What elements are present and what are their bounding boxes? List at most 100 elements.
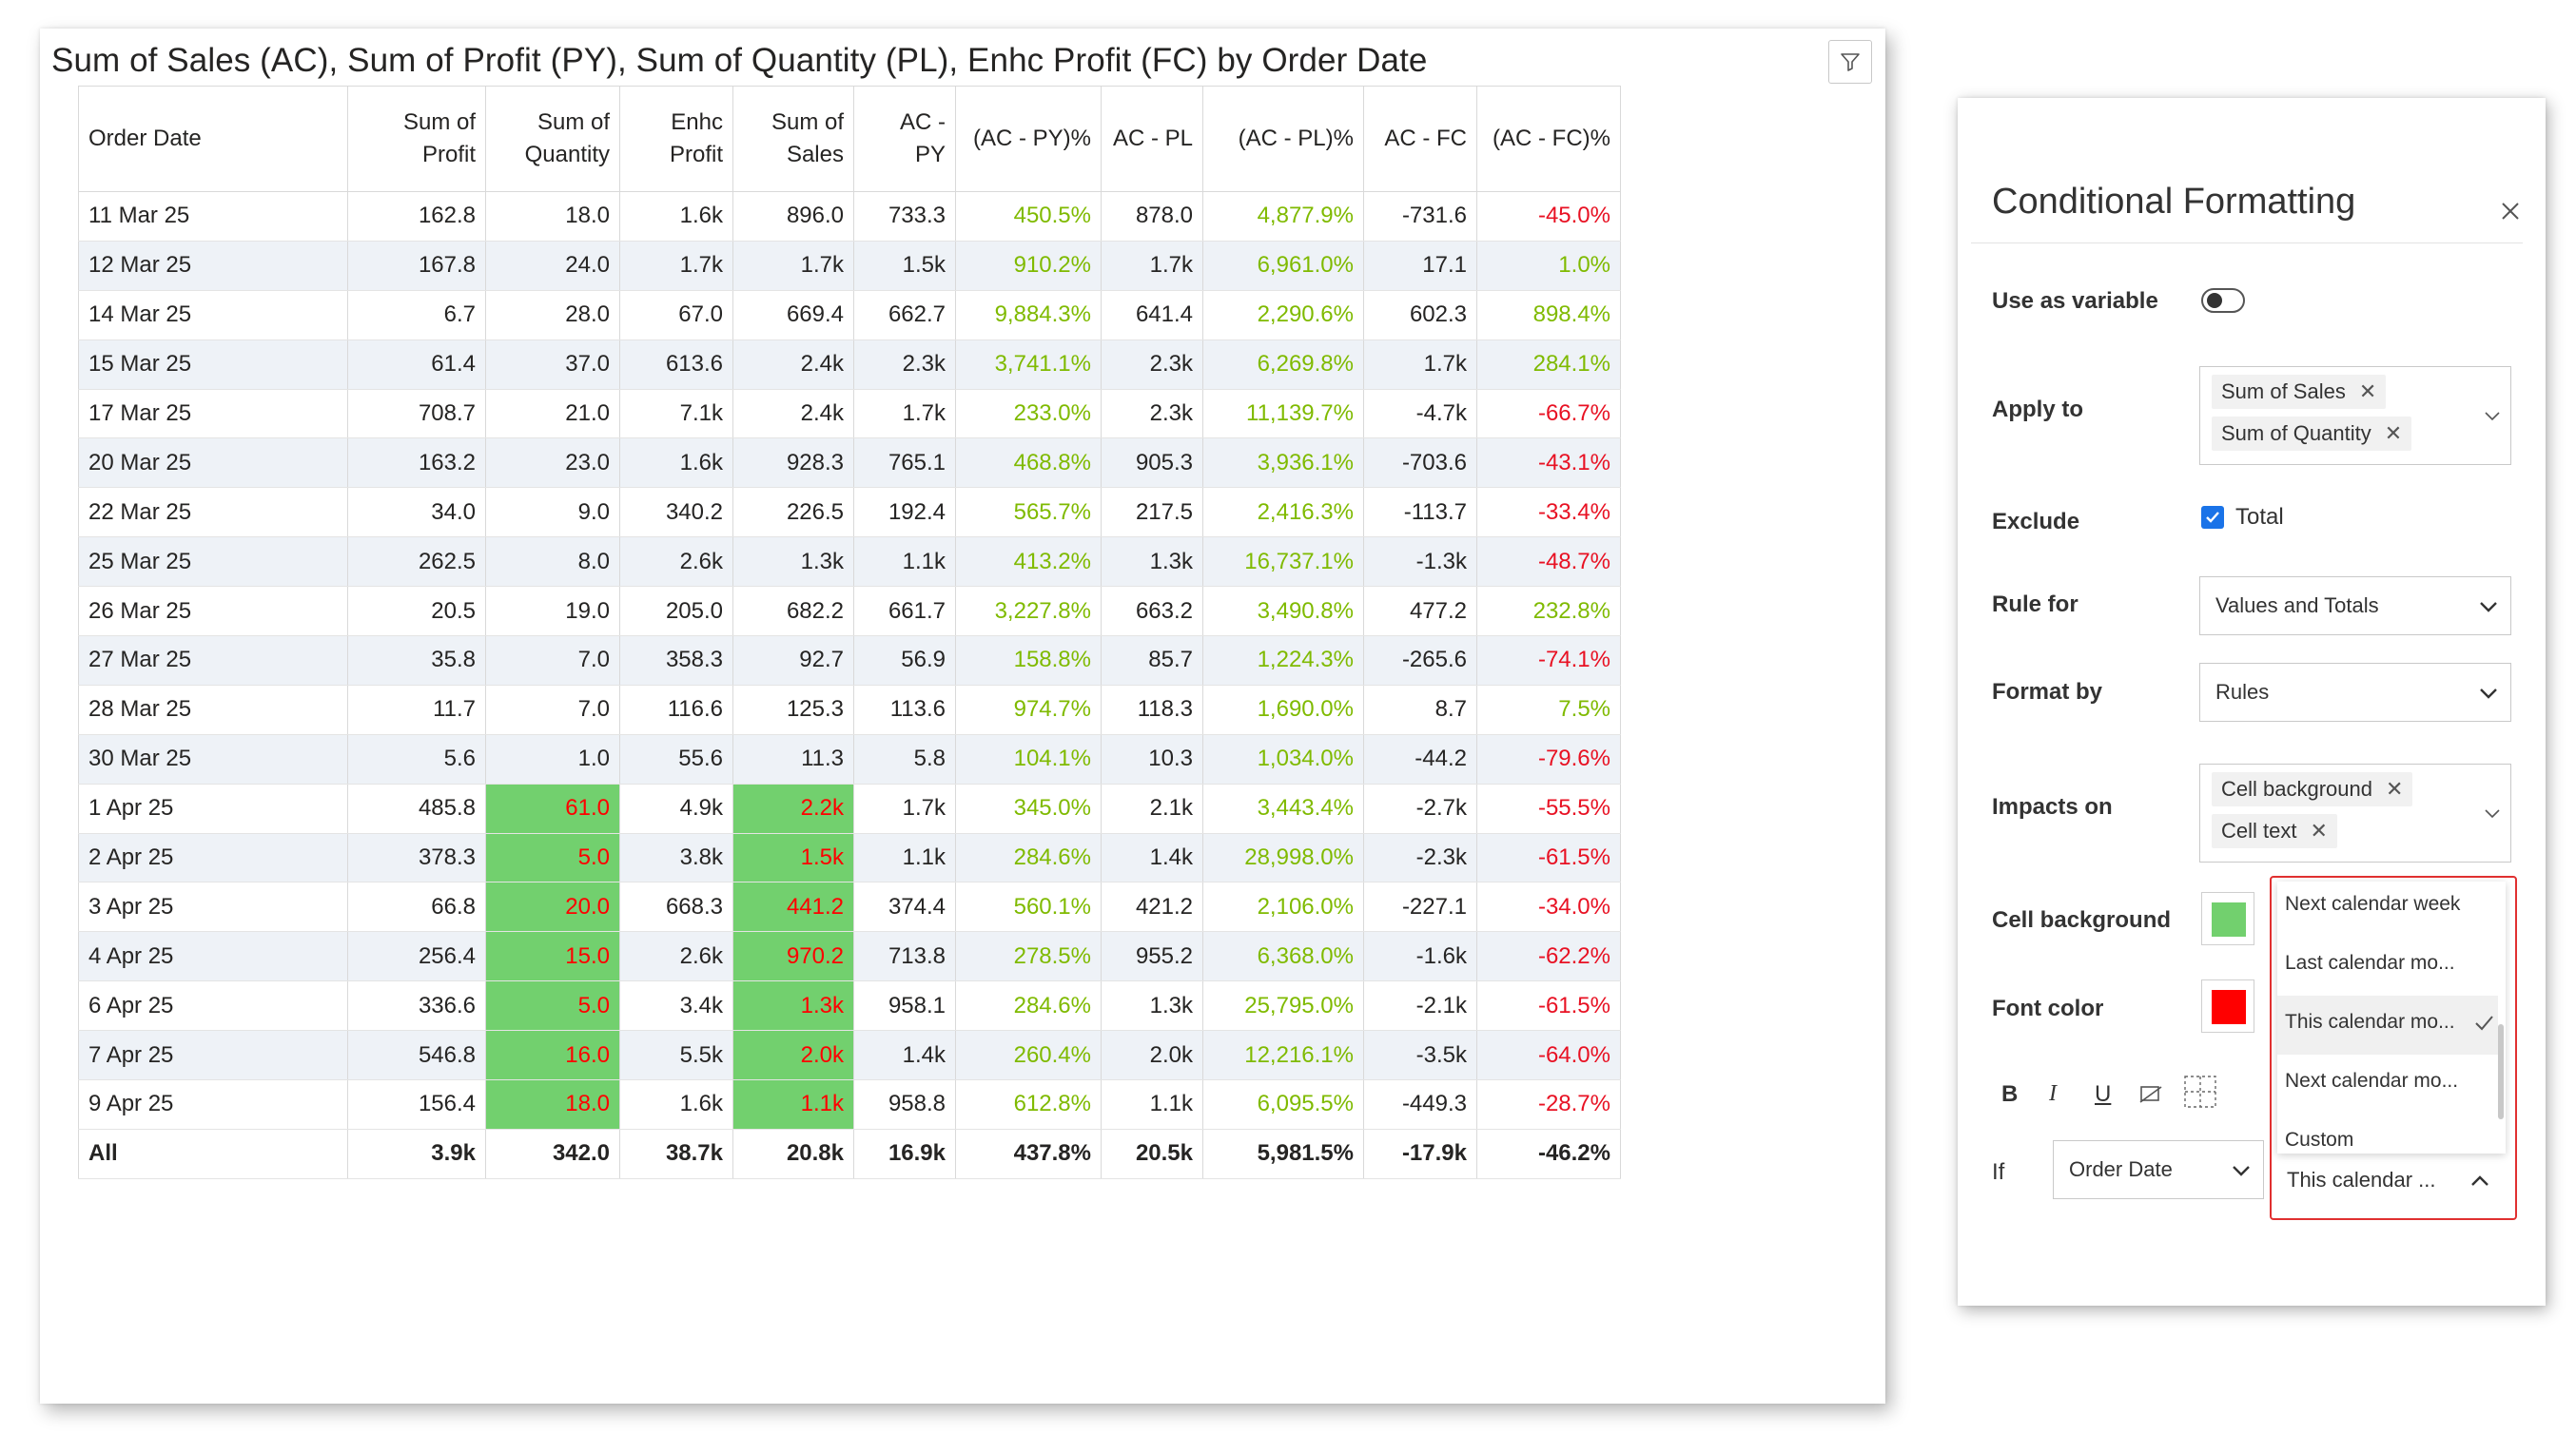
cell-ac-py-total: 16.9k <box>853 1128 956 1179</box>
table-row[interactable]: 20 Mar 25 163.2 23.0 1.6k 928.3 765.1 468.8% 90… <box>78 437 1621 489</box>
remove-icon[interactable]: ✕ <box>2310 819 2328 843</box>
table-row[interactable]: 4 Apr 25 256.4 15.0 2.6k 970.2 713.8 278.5% 955… <box>78 931 1621 982</box>
cell-sum-of-sales: 125.3 <box>732 685 854 735</box>
table-row[interactable]: 17 Mar 25 708.7 21.0 7.1k 2.4k 1.7k 233.0% 2.3k… <box>78 389 1621 439</box>
table-row[interactable]: 30 Mar 25 5.6 1.0 55.6 11.3 5.8 104.1% 10.3 1,03… <box>78 734 1621 785</box>
remove-icon[interactable]: ✕ <box>2384 421 2403 445</box>
cell-enhc-profit: 358.3 <box>619 635 733 686</box>
use-as-variable-toggle[interactable] <box>2201 288 2245 313</box>
highlight-outline <box>2270 876 2517 1220</box>
cell-ac-fc: -2.1k <box>1363 980 1477 1032</box>
cell-ac-pl: 641.4 <box>1101 290 1203 340</box>
cell-order-date: 4 Apr 25 <box>78 931 348 982</box>
impacts-on-chip: Cell background ✕ <box>2212 772 2413 806</box>
close-icon[interactable] <box>2496 197 2525 225</box>
format-by-select[interactable]: Rules <box>2199 663 2511 722</box>
table-row[interactable]: 6 Apr 25 336.6 5.0 3.4k 1.3k 958.1 284.6% 1.3k 2… <box>78 980 1621 1032</box>
dropdown-scrollbar[interactable] <box>2498 1024 2504 1119</box>
table-row[interactable]: 11 Mar 25 162.8 18.0 1.6k 896.0 733.3 450.5% 87… <box>78 191 1621 242</box>
col-header-sum-of-sales[interactable]: Sum of Sales <box>732 86 854 192</box>
cell-ac-py-pct: 284.6% <box>955 980 1102 1032</box>
cell-enhc-profit: 205.0 <box>619 586 733 637</box>
table-row[interactable]: 15 Mar 25 61.4 37.0 613.6 2.4k 2.3k 3,741.1% 2.… <box>78 339 1621 390</box>
panel-title: Conditional Formatting <box>1992 182 2356 222</box>
cell-background-label: Cell background <box>1992 907 2172 933</box>
cell-sum-of-profit: 485.8 <box>347 784 486 834</box>
col-header-ac-py-pct[interactable]: (AC - PY)% <box>955 86 1102 192</box>
table-row[interactable]: 22 Mar 25 34.0 9.0 340.2 226.5 192.4 565.7% 217… <box>78 487 1621 538</box>
cell-sum-of-quantity: 37.0 <box>485 339 620 390</box>
col-header-ac-pl-pct[interactable]: (AC - PL)% <box>1202 86 1364 192</box>
cell-ac-py: 765.1 <box>853 437 956 489</box>
border-icon[interactable] <box>2182 1074 2218 1110</box>
cell-ac-pl-pct: 2,416.3% <box>1202 487 1364 538</box>
check-icon <box>2206 512 2219 523</box>
cell-ac-pl: 2.1k <box>1101 784 1203 834</box>
table-total-row[interactable]: All 3.9k 342.0 38.7k 20.8k 16.9k 437.8% 20.5k 5,… <box>78 1128 1621 1179</box>
col-header-sum-of-profit[interactable]: Sum of Profit <box>347 86 486 192</box>
exclude-total-checkbox[interactable] <box>2201 506 2224 529</box>
table-row[interactable]: 9 Apr 25 156.4 18.0 1.6k 1.1k 958.8 612.8% 1.1k… <box>78 1079 1621 1130</box>
font-color-picker[interactable] <box>2201 979 2254 1033</box>
cell-sum-of-profit: 256.4 <box>347 931 486 982</box>
cell-ac-fc-pct: -33.4% <box>1476 487 1621 538</box>
cell-ac-fc: 17.1 <box>1363 241 1477 291</box>
table-row[interactable]: 26 Mar 25 20.5 19.0 205.0 682.2 661.7 3,227.8%… <box>78 586 1621 637</box>
cell-ac-py: 113.6 <box>853 685 956 735</box>
remove-icon[interactable]: ✕ <box>2385 777 2404 801</box>
col-header-ac-pl[interactable]: AC - PL <box>1101 86 1203 192</box>
remove-icon[interactable]: ✕ <box>2358 379 2377 403</box>
table-row[interactable]: 28 Mar 25 11.7 7.0 116.6 125.3 113.6 974.7% 118… <box>78 685 1621 735</box>
table-row[interactable]: 25 Mar 25 262.5 8.0 2.6k 1.3k 1.1k 413.2% 1.3k 1… <box>78 536 1621 588</box>
table-row[interactable]: 12 Mar 25 167.8 24.0 1.7k 1.7k 1.5k 910.2% 1.7k… <box>78 241 1621 291</box>
cell-ac-py-pct: 565.7% <box>955 487 1102 538</box>
cell-ac-fc-pct: -66.7% <box>1476 389 1621 439</box>
cell-sum-of-profit: 156.4 <box>347 1079 486 1130</box>
col-header-ac-fc-pct[interactable]: (AC - FC)% <box>1476 86 1621 192</box>
apply-to-multiselect[interactable]: Sum of Sales ✕ Sum of Quantity ✕ <box>2199 366 2511 465</box>
rule-for-select[interactable]: Values and Totals <box>2199 576 2511 635</box>
cell-order-date: 30 Mar 25 <box>78 734 348 785</box>
table-row[interactable]: 7 Apr 25 546.8 16.0 5.5k 2.0k 1.4k 260.4% 2.0k 1… <box>78 1030 1621 1081</box>
cell-ac-fc-pct-total: -46.2% <box>1476 1128 1621 1179</box>
cell-order-date: 28 Mar 25 <box>78 685 348 735</box>
font-color-swatch <box>2212 990 2246 1024</box>
table-row[interactable]: 27 Mar 25 35.8 7.0 358.3 92.7 56.9 158.8% 85.7 1… <box>78 635 1621 686</box>
table-row[interactable]: 14 Mar 25 6.7 28.0 67.0 669.4 662.7 9,884.3% 64… <box>78 290 1621 340</box>
underline-button[interactable]: U <box>2095 1081 2112 1107</box>
cell-sum-of-quantity: 1.0 <box>485 734 620 785</box>
dropdown-option[interactable]: Custom <box>2285 1129 2354 1151</box>
col-header-ac-fc[interactable]: AC - FC <box>1363 86 1477 192</box>
col-header-ac-py[interactable]: AC - PY <box>853 86 956 192</box>
cell-ac-py: 1.4k <box>853 1030 956 1081</box>
impacts-on-multiselect[interactable]: Cell background ✕ Cell text ✕ <box>2199 764 2511 863</box>
dropdown-option[interactable]: Last calendar mo... <box>2285 952 2455 974</box>
col-header-enhc-profit[interactable]: Enhc Profit <box>619 86 733 192</box>
table-row[interactable]: 3 Apr 25 66.8 20.0 668.3 441.2 374.4 560.1% 421… <box>78 882 1621 933</box>
cell-enhc-profit: 3.4k <box>619 980 733 1032</box>
table-row[interactable]: 2 Apr 25 378.3 5.0 3.8k 1.5k 1.1k 284.6% 1.4k 28… <box>78 833 1621 883</box>
col-header-sum-of-quantity[interactable]: Sum of Quantity <box>485 86 620 192</box>
cell-ac-py-pct: 158.8% <box>955 635 1102 686</box>
cell-enhc-profit: 613.6 <box>619 339 733 390</box>
dropdown-option[interactable]: Next calendar mo... <box>2285 1070 2459 1092</box>
dropdown-option[interactable]: This calendar mo... <box>2285 1011 2455 1033</box>
cell-ac-py-pct: 278.5% <box>955 931 1102 982</box>
cell-background-color-picker[interactable] <box>2201 892 2254 945</box>
cell-ac-pl: 1.4k <box>1101 833 1203 883</box>
cell-ac-py: 958.1 <box>853 980 956 1032</box>
table-row[interactable]: 1 Apr 25 485.8 61.0 4.9k 2.2k 1.7k 345.0% 2.1k 3… <box>78 784 1621 834</box>
if-condition-select[interactable]: This calendar ... <box>2277 1155 2504 1205</box>
cell-sum-of-sales: 1.3k <box>732 536 854 588</box>
cell-enhc-profit: 2.6k <box>619 931 733 982</box>
bold-button[interactable]: B <box>2001 1081 2019 1107</box>
strikethrough-icon[interactable] <box>2138 1083 2163 1106</box>
cell-ac-fc: -113.7 <box>1363 487 1477 538</box>
col-header-order-date[interactable]: Order Date <box>78 86 348 192</box>
if-field-select[interactable]: Order Date <box>2053 1140 2264 1199</box>
visual-title: Sum of Sales (AC), Sum of Profit (PY), S… <box>51 42 1428 79</box>
filter-button[interactable] <box>1828 40 1872 84</box>
dropdown-option[interactable]: Next calendar week <box>2285 893 2461 915</box>
italic-button[interactable]: I <box>2049 1081 2057 1106</box>
cell-enhc-profit: 1.6k <box>619 437 733 489</box>
